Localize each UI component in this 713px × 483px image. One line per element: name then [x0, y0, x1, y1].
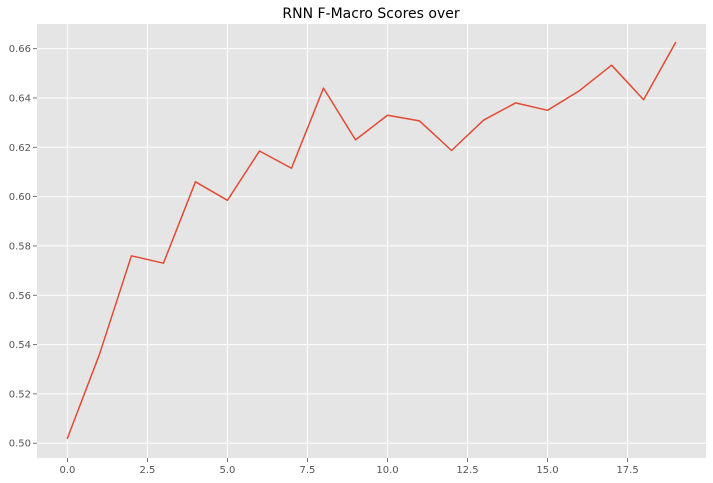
- y-tick-label: 0.50: [9, 439, 31, 450]
- x-tick-label: 12.5: [456, 465, 478, 476]
- axis-layer: 0.0 2.5 5.0 7.5 10.0 12.5 15.0 17.5 0.50 0.52 0.54…: [9, 44, 639, 476]
- grid-layer: [37, 24, 706, 458]
- series-line: [66, 41, 677, 440]
- series-layer: [66, 41, 677, 440]
- y-tick-label: 0.54: [9, 340, 31, 351]
- plot-area: [37, 24, 706, 458]
- y-tick-label: 0.66: [9, 44, 31, 55]
- x-tick-label: 0.0: [59, 465, 75, 476]
- y-tick-label: 0.52: [9, 389, 31, 400]
- x-tick-label: 5.0: [220, 465, 236, 476]
- x-tick-label: 17.5: [616, 465, 638, 476]
- y-tick-label: 0.64: [9, 93, 31, 104]
- x-tick-label: 10.0: [376, 465, 398, 476]
- x-tick-label: 2.5: [139, 465, 155, 476]
- x-tick-label: 15.0: [536, 465, 558, 476]
- y-tick-label: 0.56: [9, 291, 31, 302]
- y-tick-label: 0.58: [9, 241, 31, 252]
- y-tick-label: 0.62: [9, 143, 31, 154]
- chart-title: RNN F-Macro Scores over: [282, 6, 459, 22]
- y-tick-label: 0.60: [9, 192, 31, 203]
- x-tick-label: 7.5: [300, 465, 316, 476]
